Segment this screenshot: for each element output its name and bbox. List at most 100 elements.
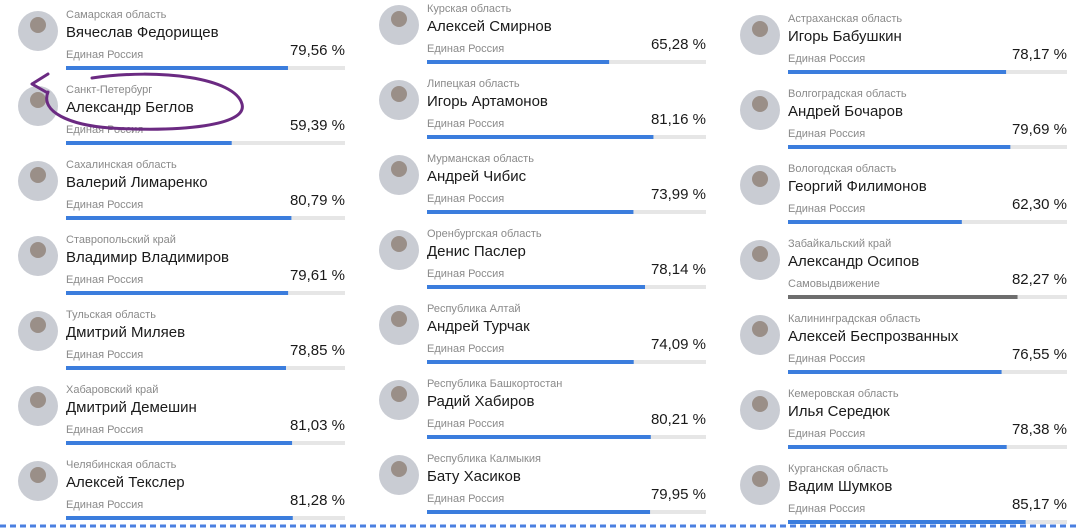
avatar-head: [30, 392, 46, 408]
bar: [788, 145, 1011, 149]
party: Единая Россия: [788, 428, 865, 440]
name: Игорь Бабушкин: [788, 28, 902, 45]
party: Единая Россия: [66, 424, 143, 436]
name: Денис Паслер: [427, 243, 526, 260]
region: Курская область: [427, 3, 512, 15]
region: Липецкая область: [427, 78, 520, 90]
region: Оренбургская область: [427, 228, 542, 240]
percent: 78,17 %: [1012, 46, 1067, 63]
candidate-card: Курская область Алексей Смирнов Единая Рос…: [379, 3, 706, 64]
bar: [788, 295, 1018, 299]
region: Волгоградская область: [788, 88, 907, 100]
bar: [66, 366, 286, 370]
percent: 80,21 %: [651, 411, 706, 428]
percent: 85,17 %: [1012, 496, 1067, 513]
bar: [66, 516, 293, 520]
percent: 78,14 %: [651, 261, 706, 278]
avatar-head: [752, 396, 768, 412]
candidate-card: Ставропольский край Владимир Владимиров Ед…: [18, 234, 345, 295]
candidate-card: Сахалинская область Валерий Лимаренко Един…: [18, 159, 345, 220]
name: Андрей Чибис: [427, 168, 527, 185]
party: Единая Россия: [66, 349, 143, 361]
candidate-card: Вологодская область Георгий Филимонов Един…: [740, 163, 1067, 224]
party: Единая Россия: [427, 118, 504, 130]
percent: 73,99 %: [651, 186, 706, 203]
region: Челябинская область: [66, 459, 177, 471]
party: Единая Россия: [66, 499, 143, 511]
party: Единая Россия: [788, 353, 865, 365]
candidate-card: Санкт-Петербург Александр Беглов Единая Ро…: [18, 84, 345, 145]
percent: 78,38 %: [1012, 421, 1067, 438]
avatar-head: [752, 471, 768, 487]
bar: [788, 70, 1007, 74]
name: Илья Середюк: [788, 403, 890, 420]
percent: 79,56 %: [290, 42, 345, 59]
candidate-card: Хабаровский край Дмитрий Демешин Единая Ро…: [18, 384, 345, 445]
name: Валерий Лимаренко: [66, 174, 208, 191]
percent: 78,85 %: [290, 342, 345, 359]
bar: [788, 370, 1002, 374]
avatar-head: [30, 167, 46, 183]
party: Единая Россия: [788, 53, 865, 65]
candidate-card: Курганская область Вадим Шумков Единая Рос…: [740, 463, 1067, 524]
avatar-head: [30, 92, 46, 108]
percent: 79,95 %: [651, 486, 706, 503]
name: Вячеслав Федорищев: [66, 24, 219, 41]
percent: 62,30 %: [1012, 196, 1067, 213]
avatar-head: [391, 161, 407, 177]
region: Республика Алтай: [427, 303, 521, 315]
avatar-head: [30, 242, 46, 258]
party: Единая Россия: [427, 343, 504, 355]
name: Дмитрий Демешин: [66, 399, 197, 416]
name: Андрей Турчак: [427, 318, 530, 335]
candidate-card: Республика Башкортостан Радий Хабиров Един…: [379, 378, 706, 439]
region: Санкт-Петербург: [66, 84, 152, 96]
name: Радий Хабиров: [427, 393, 535, 410]
avatar-head: [391, 386, 407, 402]
party: Единая Россия: [66, 199, 143, 211]
percent: 65,28 %: [651, 36, 706, 53]
name: Бату Хасиков: [427, 468, 521, 485]
percent: 79,61 %: [290, 267, 345, 284]
avatar-head: [752, 21, 768, 37]
party: Единая Россия: [66, 124, 143, 136]
avatar-head: [30, 317, 46, 333]
percent: 81,03 %: [290, 417, 345, 434]
avatar-head: [391, 86, 407, 102]
region: Забайкальский край: [788, 238, 891, 250]
percent: 81,28 %: [290, 492, 345, 509]
avatar-head: [391, 461, 407, 477]
candidate-card: Самарская область Вячеслав Федорищев Едина…: [18, 9, 345, 70]
bar: [427, 285, 646, 289]
party: Единая Россия: [66, 49, 143, 61]
candidate-card: Республика Калмыкия Бату Хасиков Единая Ро…: [379, 453, 706, 514]
percent: 59,39 %: [290, 117, 345, 134]
party: Единая Россия: [788, 128, 865, 140]
bar: [66, 216, 292, 220]
avatar-head: [752, 246, 768, 262]
avatar-head: [391, 11, 407, 27]
candidate-card: Волгоградская область Андрей Бочаров Едина…: [740, 88, 1067, 149]
name: Дмитрий Миляев: [66, 324, 185, 341]
avatar-head: [30, 17, 46, 33]
region: Республика Башкортостан: [427, 378, 562, 390]
name: Георгий Филимонов: [788, 178, 927, 195]
candidate-card: Челябинская область Алексей Текслер Единая…: [18, 459, 345, 520]
name: Вадим Шумков: [788, 478, 892, 495]
avatar-head: [752, 321, 768, 337]
region: Астраханская область: [788, 13, 902, 25]
hand-drawn-circle: [30, 72, 244, 131]
percent: 74,09 %: [651, 336, 706, 353]
party: Единая Россия: [66, 274, 143, 286]
candidate-card: Липецкая область Игорь Артамонов Единая Ро…: [379, 78, 706, 139]
bar: [788, 220, 962, 224]
region: Курганская область: [788, 463, 889, 475]
candidate-card: Тульская область Дмитрий Миляев Единая Рос…: [18, 309, 345, 370]
bar: [427, 435, 651, 439]
region: Хабаровский край: [66, 384, 158, 396]
avatar-head: [30, 467, 46, 483]
party: Единая Россия: [427, 493, 504, 505]
name: Алексей Беспрозванных: [788, 328, 959, 345]
name: Александр Осипов: [788, 253, 919, 270]
bar: [66, 141, 232, 145]
